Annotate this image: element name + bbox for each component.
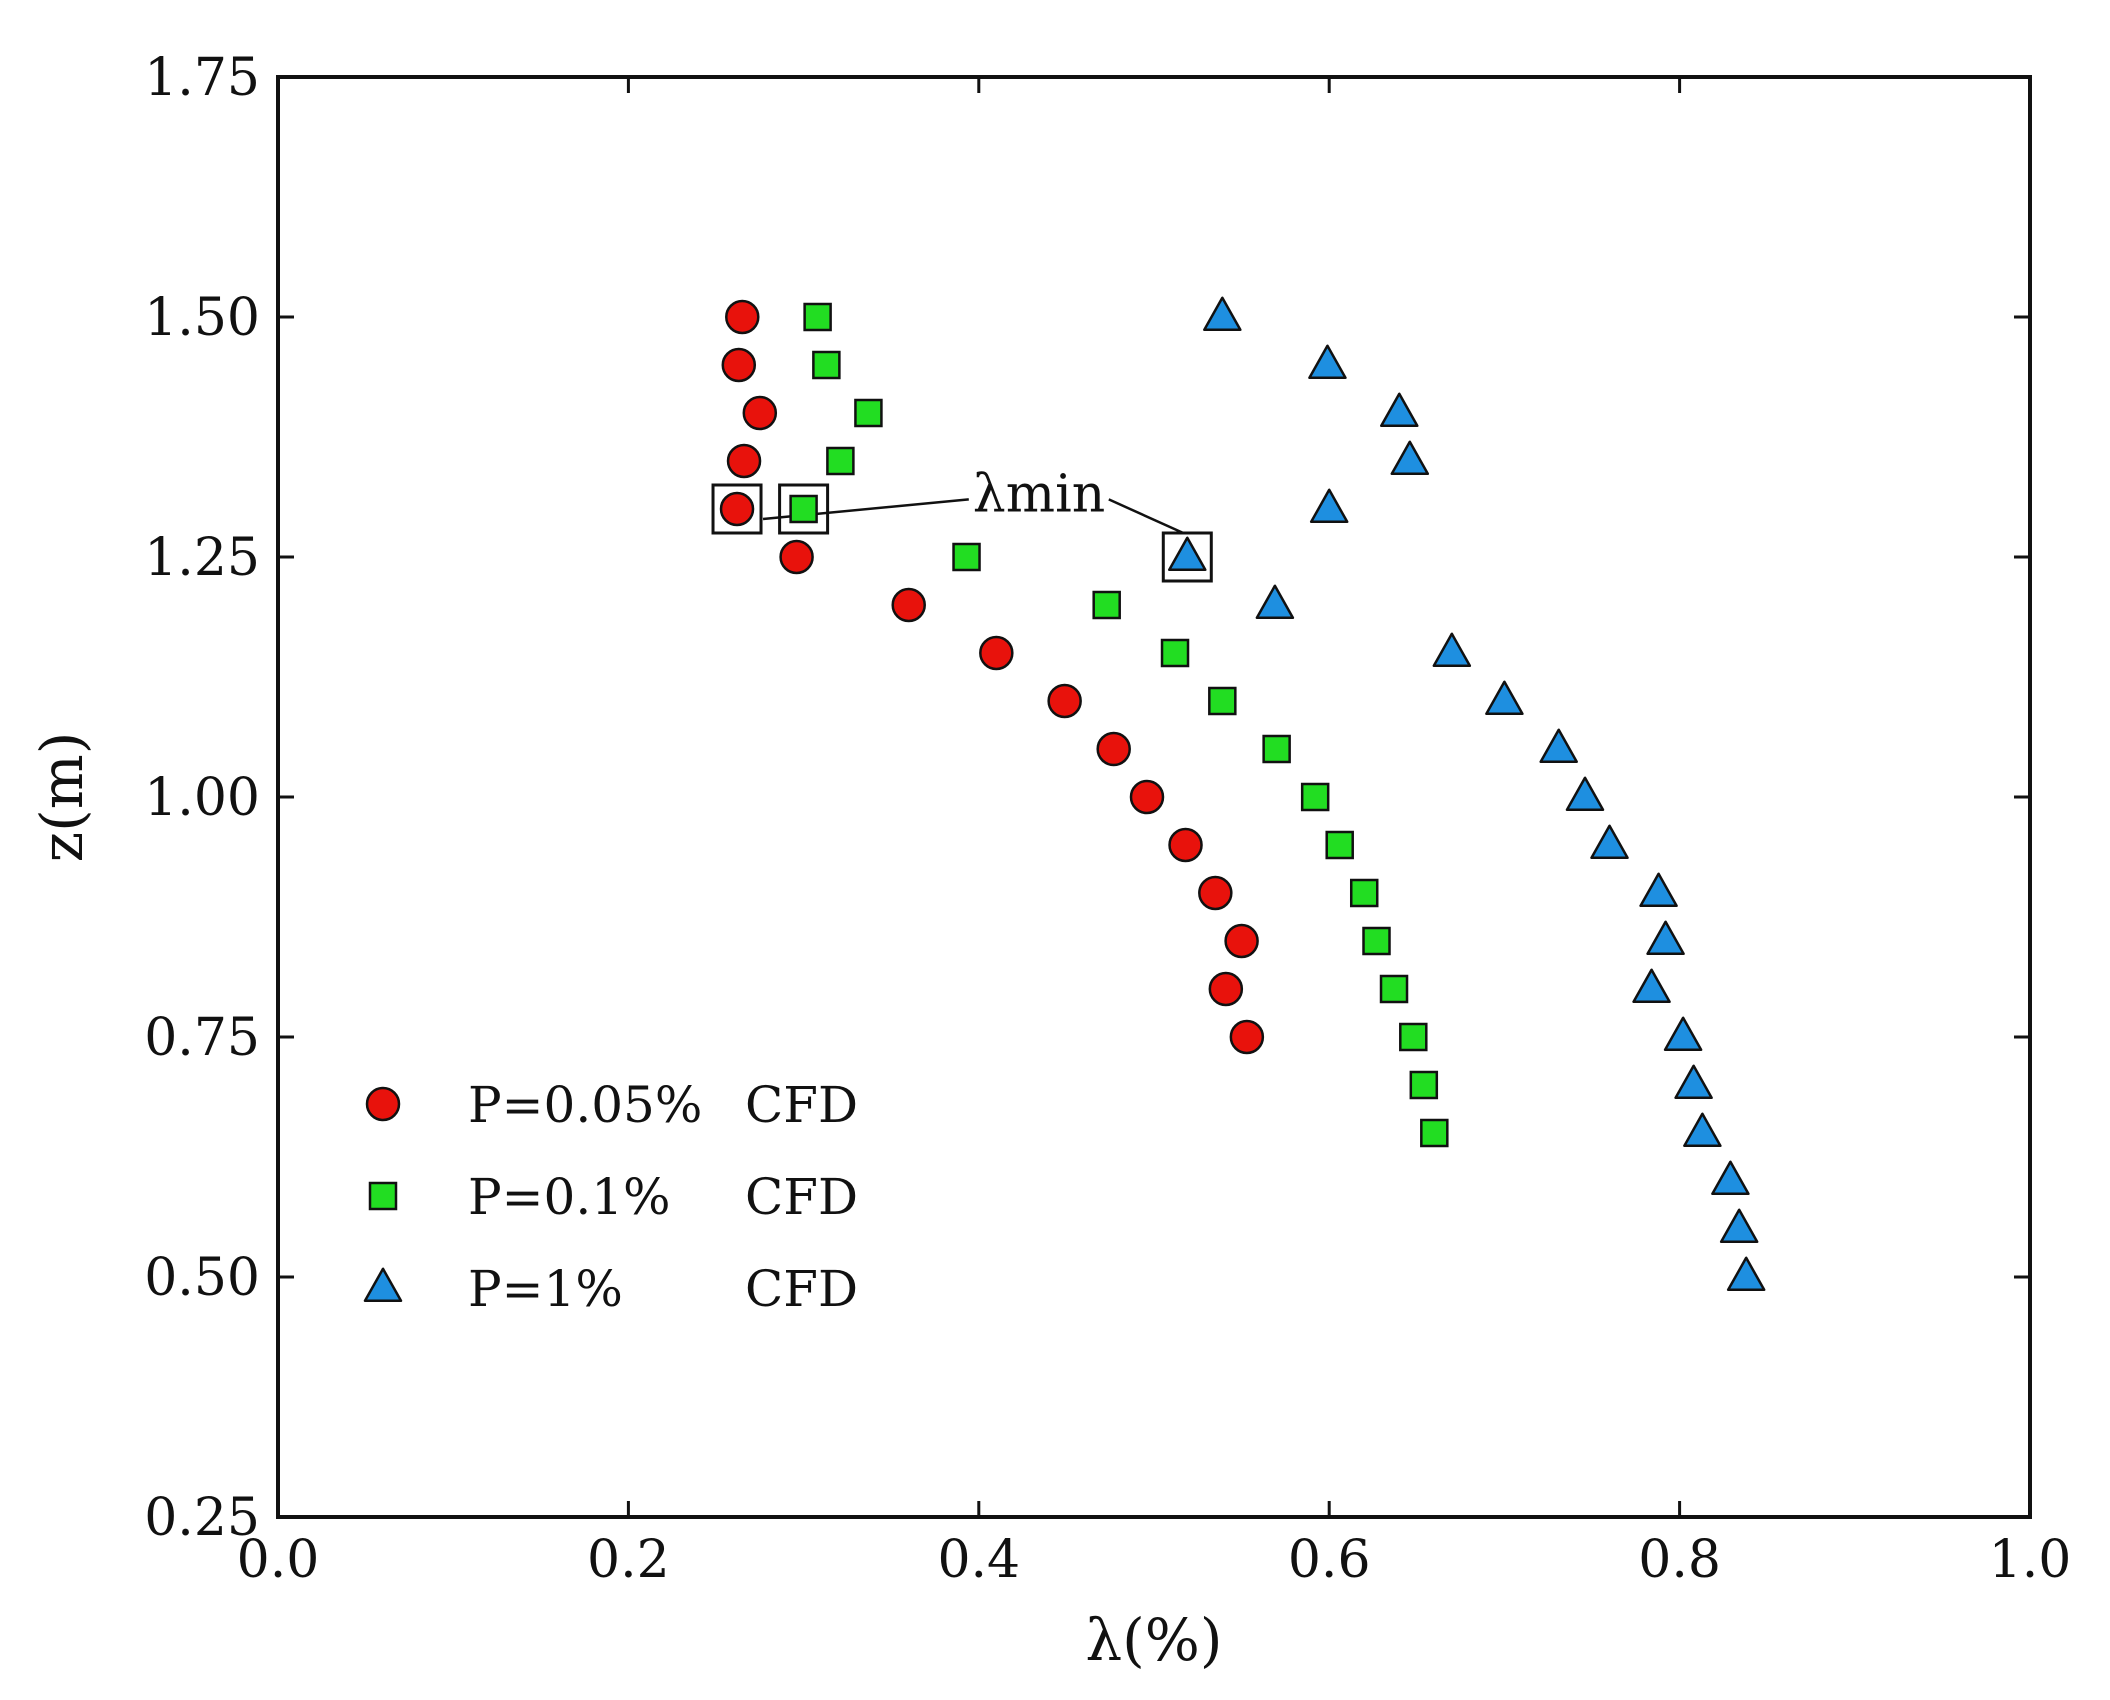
data-point-square — [812, 350, 841, 380]
series-triangle — [1168, 296, 1766, 1292]
annotation-box — [778, 483, 830, 535]
y-tick-label: 0.25 — [144, 1488, 260, 1548]
data-point-circle — [1168, 827, 1203, 863]
data-point-triangle — [1726, 1256, 1766, 1292]
data-point-triangle — [1683, 1112, 1722, 1148]
data-point-circle — [1047, 683, 1082, 719]
data-point-square — [1399, 1022, 1428, 1052]
legend-series-name: P=1% — [468, 1260, 623, 1318]
x-tick-label: 0.8 — [1638, 1530, 1721, 1590]
data-point-circle — [1129, 779, 1165, 815]
data-point-square — [854, 398, 883, 428]
data-point-square — [1409, 1070, 1439, 1100]
x-axis-label: λ(%) — [1085, 1606, 1222, 1674]
y-tick-label: 0.75 — [144, 1008, 260, 1068]
data-point-triangle — [1485, 680, 1524, 716]
data-point-square — [803, 302, 832, 332]
x-tick-label: 0.2 — [587, 1530, 670, 1590]
annotation-label: λmin — [973, 464, 1105, 524]
y-tick-label: 1.25 — [144, 528, 260, 588]
y-tick-label: 1.00 — [144, 768, 260, 828]
data-point-triangle — [1632, 968, 1671, 1004]
data-point-circle — [725, 299, 760, 335]
data-point-triangle — [1309, 488, 1349, 524]
y-tick-label: 1.50 — [144, 288, 260, 348]
x-tick-label: 0.0 — [237, 1530, 320, 1590]
data-point-circle — [726, 443, 762, 479]
data-point-circle — [891, 587, 926, 623]
annotation-leader-line — [1108, 498, 1184, 535]
data-point-triangle — [1168, 536, 1207, 572]
data-point-triangle — [1646, 920, 1685, 956]
x-tick-label: 0.4 — [937, 1530, 1020, 1590]
legend: P=0.05% CFD P=0.1% CFD P=1% CFD — [363, 1076, 858, 1318]
data-point-square — [1262, 734, 1291, 764]
data-point-square — [1300, 782, 1330, 812]
legend-series-method: CFD — [745, 1076, 858, 1134]
annotation-box — [711, 483, 763, 535]
data-point-square — [1092, 590, 1121, 620]
data-point-triangle — [1390, 440, 1430, 476]
data-point-square — [1160, 638, 1190, 668]
data-point-triangle — [1719, 1208, 1759, 1244]
data-point-square — [1208, 686, 1237, 716]
legend-marker-triangle — [363, 1267, 403, 1303]
y-axis-label: z(m) — [28, 732, 96, 863]
legend-series-name: P=0.1% — [468, 1168, 671, 1226]
data-point-square — [1379, 974, 1409, 1004]
series-square — [789, 302, 1449, 1148]
series-circle — [719, 299, 1265, 1055]
data-point-triangle — [1674, 1064, 1713, 1100]
data-point-triangle — [1639, 872, 1678, 908]
data-point-square — [1420, 1118, 1449, 1148]
data-point-square — [1325, 830, 1354, 860]
y-tick-label: 0.50 — [144, 1248, 260, 1308]
data-point-triangle — [1711, 1160, 1750, 1196]
data-point-circle — [1198, 875, 1233, 911]
data-point-circle — [1208, 971, 1244, 1007]
data-point-triangle — [1432, 632, 1472, 668]
legend-series-method: CFD — [745, 1260, 858, 1318]
data-point-circle — [719, 491, 755, 527]
data-point-triangle — [1255, 584, 1295, 620]
data-point-square — [1362, 926, 1391, 956]
data-point-triangle — [1590, 824, 1629, 860]
data-point-circle — [1224, 923, 1259, 959]
y-tick-label: 1.75 — [144, 48, 260, 108]
data-point-square — [789, 494, 818, 524]
data-point-square — [826, 446, 855, 476]
legend-marker-square — [368, 1181, 398, 1211]
x-tick-label: 0.6 — [1288, 1530, 1371, 1590]
data-point-circle — [1096, 731, 1131, 767]
data-point-triangle — [1308, 344, 1347, 380]
data-point-triangle — [1539, 728, 1578, 764]
data-point-circle — [779, 539, 814, 575]
annotation-box — [1161, 531, 1213, 583]
data-point-triangle — [1380, 392, 1419, 428]
data-point-circle — [1229, 1019, 1265, 1055]
data-point-square — [952, 542, 981, 572]
axis-ticks — [276, 75, 2032, 1519]
data-point-triangle — [1565, 776, 1605, 812]
data-point-circle — [979, 635, 1014, 671]
legend-series-name: P=0.05% — [468, 1076, 702, 1134]
data-point-triangle — [1203, 296, 1242, 332]
legend-marker-circle — [365, 1086, 401, 1122]
x-tick-label: 1.0 — [1989, 1530, 2072, 1590]
data-points — [719, 296, 1766, 1292]
data-point-square — [1349, 878, 1379, 908]
data-point-circle — [721, 347, 757, 383]
legend-series-method: CFD — [745, 1168, 858, 1226]
axis-tick-labels: 0.0 0.2 0.4 0.6 0.8 1.0 0.25 0.50 0.75 1.00 1.25 1.… — [144, 48, 2071, 1590]
data-point-triangle — [1663, 1016, 1703, 1052]
data-point-circle — [742, 395, 778, 431]
